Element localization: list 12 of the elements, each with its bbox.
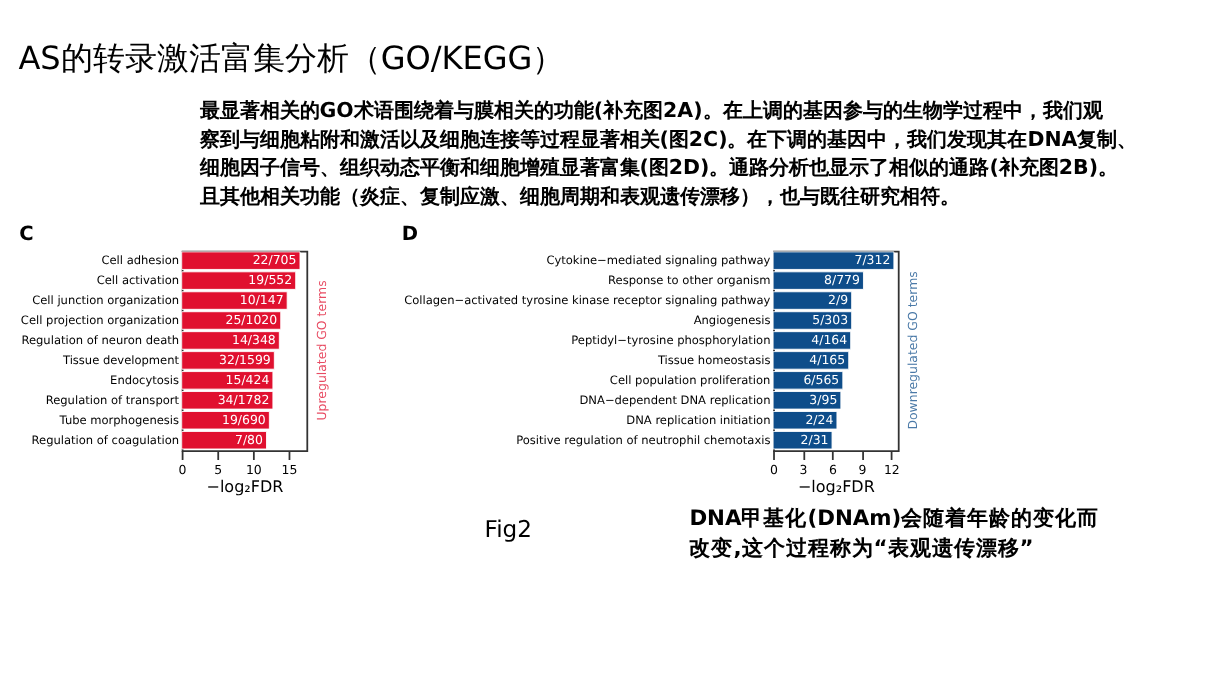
text: D — [401, 223, 419, 246]
caption: Fig2 — [484, 515, 532, 544]
text: DNA甲基化(DNAm)会随着年龄的变化而 — [689, 505, 1100, 531]
text: 且其他相关功能（炎症、复制应激、细胞周期和表观遗传漂移），也与既往研究相符。 — [197, 184, 960, 209]
text: 改变,这个过程称为“表观遗传漂移” — [689, 535, 1034, 562]
text: 最显著相关的GO术语围绕着与膜相关的功能(补充图2A)。在上调的基因参与的生物学过程中，我们观 — [197, 99, 1105, 124]
x-axis-title: −log₂FDR — [206, 478, 285, 497]
text: 察到与细胞粘附和激活以及细胞连接等过程显著相关(图2C)。在下调的基因中，我们发现其在DNA复制、 — [197, 127, 1138, 152]
x-axis-title: −log₂FDR — [797, 478, 876, 497]
text: C — [19, 223, 34, 246]
text: 细胞因子信号、组织动态平衡和细胞增殖显著富集(图2D)。通路分析也显示了相似的通路(补充图2B)。 — [197, 156, 1119, 181]
text: AS的转录激活富集分析（GO/KEGG） — [18, 38, 565, 77]
